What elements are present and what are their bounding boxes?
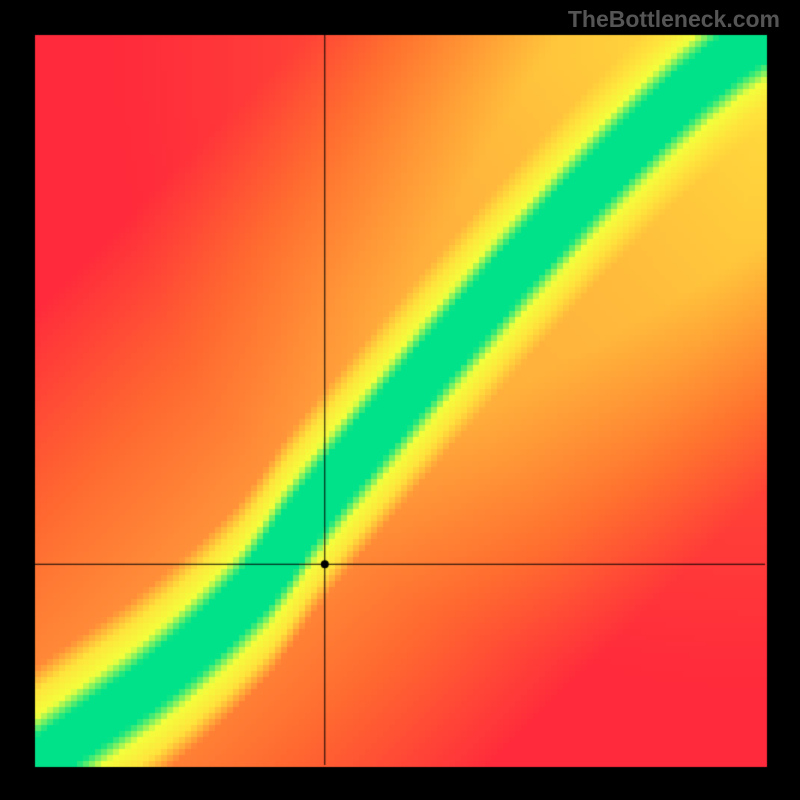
- watermark-label: TheBottleneck.com: [568, 6, 780, 33]
- chart-container: TheBottleneck.com: [0, 0, 800, 800]
- bottleneck-heatmap-canvas: [0, 0, 800, 800]
